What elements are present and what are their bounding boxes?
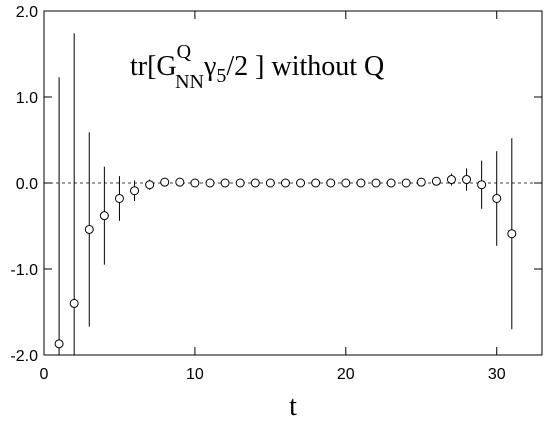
y-tick-label: 0.0: [16, 176, 38, 193]
data-point: [280, 178, 290, 188]
data-point: [190, 178, 200, 188]
title-subscript: NN: [175, 71, 204, 93]
data-point: [54, 339, 64, 349]
data-point: [371, 178, 381, 188]
y-tick-label: -1.0: [10, 262, 38, 279]
data-point: [341, 178, 351, 188]
data-point: [130, 186, 140, 196]
data-point: [462, 175, 472, 185]
x-tick-label: 0: [40, 366, 49, 383]
y-tick-label: -2.0: [10, 348, 38, 365]
data-point: [507, 229, 517, 239]
x-tick-label: 20: [337, 366, 355, 383]
data-point: [220, 178, 230, 188]
data-point: [477, 180, 487, 190]
title-subscript: 5: [216, 65, 226, 87]
data-point: [175, 177, 185, 187]
x-axis-label: t: [289, 391, 297, 422]
data-point: [99, 211, 109, 221]
data-point: [160, 177, 170, 187]
data-point: [311, 178, 321, 188]
data-point: [401, 178, 411, 188]
title-superscript: Q: [177, 41, 192, 63]
data-point: [386, 178, 396, 188]
chart-title: tr[GQ NNγ5/2 ] without Q: [130, 41, 384, 93]
data-point: [296, 178, 306, 188]
data-point: [431, 176, 441, 186]
data-point: [84, 224, 94, 234]
x-tick-label: 10: [186, 366, 204, 383]
y-tick-label: 1.0: [16, 90, 38, 107]
title-part: γ: [203, 51, 216, 82]
data-point: [446, 175, 456, 185]
data-point: [69, 298, 79, 308]
data-point: [250, 178, 260, 188]
data-point: [205, 178, 215, 188]
title-part: /2 ] without Q: [226, 51, 384, 82]
data-point: [416, 177, 426, 187]
data-point: [114, 193, 124, 203]
data-point: [326, 178, 336, 188]
data-point: [235, 178, 245, 188]
data-point: [145, 180, 155, 190]
x-tick-label: 30: [488, 366, 506, 383]
data-point: [492, 193, 502, 203]
data-point: [356, 178, 366, 188]
y-tick-label: 2.0: [16, 4, 38, 21]
data-point: [265, 178, 275, 188]
title-part: tr[G: [130, 51, 177, 82]
